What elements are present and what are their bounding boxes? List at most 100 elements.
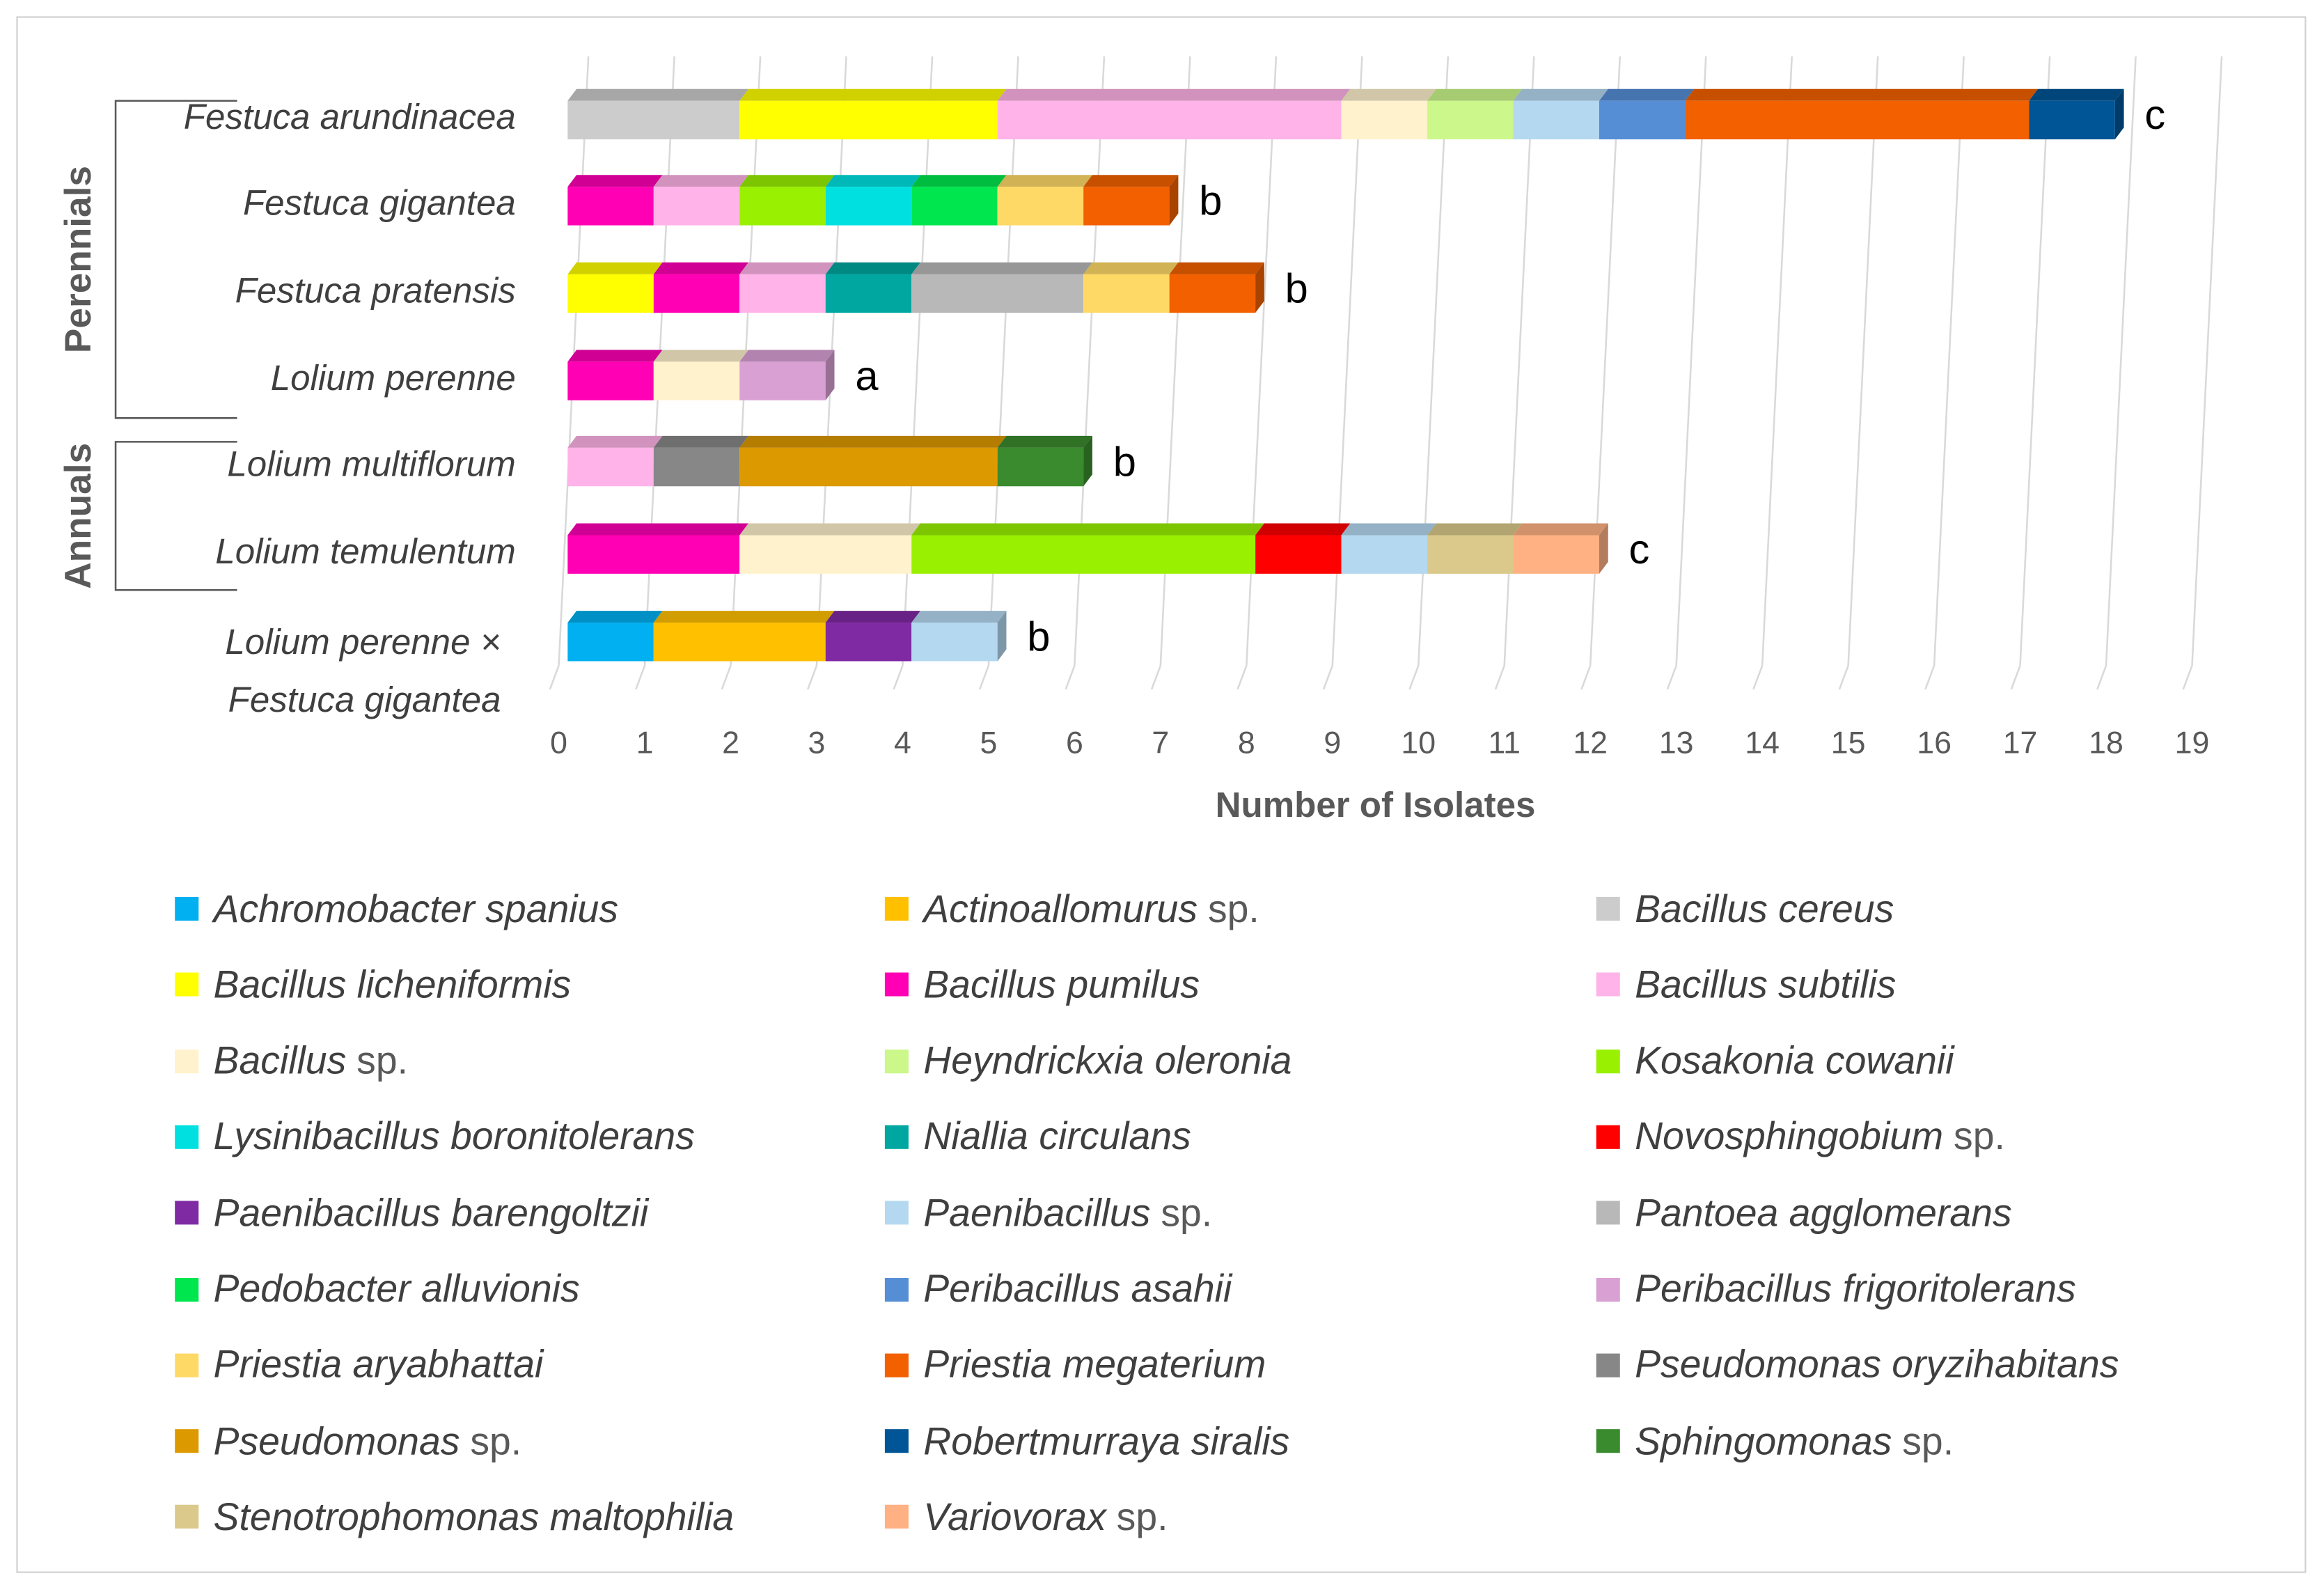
x-tick-label: 11 [1489,726,1521,760]
legend-label-suffix: sp. [1902,1418,1954,1463]
category-label: Festuca gigantea [243,183,516,223]
gridline-floor [721,665,732,690]
bar-segment [739,187,826,226]
gridline-floor [2182,665,2193,690]
x-tick-label: 12 [1573,726,1608,760]
gridline-floor [1752,665,1764,690]
bar-segment-top [1083,175,1179,187]
bar-segment [1513,535,1599,574]
gridline [2105,56,2137,666]
bar-segment-top [1513,523,1608,536]
legend-item: Bacillus pumilus [884,960,1200,1010]
significance-letter: b [1199,178,1222,224]
legend-swatch [1596,973,1620,997]
gridline [987,56,1019,666]
bar-segment-top [911,523,1264,536]
legend-item: Pseudomonas oryzihabitans [1596,1340,2119,1390]
bar-segment-top [1083,262,1179,274]
legend-swatch [1596,1201,1620,1225]
legend-item: Bacillus cereus [1596,884,1894,934]
legend-swatch [1596,1429,1620,1453]
legend-swatch [1596,1125,1620,1149]
bar-segment [653,361,740,400]
legend-label: Pseudomonas [213,1418,460,1463]
significance-letter: b [1285,265,1308,311]
gridline [2191,56,2223,666]
legend-item: Sphingomonas sp. [1596,1416,1954,1466]
legend-item: Actinoallomurus sp. [884,884,1259,934]
bar-segment-top [911,611,1007,623]
bar-segment [1341,535,1428,574]
bar-segment [567,447,654,487]
legend-item: Priestia megaterium [884,1340,1266,1390]
gridline [902,56,934,666]
gridline-floor [978,665,990,690]
legend-swatch [175,1277,199,1302]
bar-segment [653,274,740,313]
bar-segment [739,100,998,140]
gridline-floor [1150,665,1162,690]
legend-label: Paenibacillus barengoltzii [213,1189,649,1235]
gridline-floor [1666,665,1677,690]
x-tick-label: 1 [636,726,654,760]
legend-item: Variovorax sp. [884,1492,1168,1542]
group-label: Perennials [58,166,99,353]
legend-item: Bacillus licheniformis [175,960,571,1010]
bar-segment-top [653,262,749,274]
x-tick-label: 17 [2003,726,2038,760]
x-tick-label: 3 [808,726,826,760]
bar-segment [911,187,998,226]
bar-segment-top [567,88,749,101]
x-tick-label: 13 [1659,726,1694,760]
bar-end-side [1255,262,1264,313]
bar-segment [567,187,654,226]
bar-end-side [1169,175,1179,226]
bar-segment [825,274,912,313]
bar-segment [1599,100,1686,140]
bar-segment-top [997,435,1092,448]
legend-label: Peribacillus frigoritolerans [1635,1265,2076,1311]
x-tick-label: 14 [1745,726,1780,760]
legend-item: Priestia aryabhattai [175,1340,543,1390]
legend-item: Bacillus subtilis [1596,960,1896,1010]
legend-item: Paenibacillus sp. [884,1188,1212,1238]
bar-segment [1685,100,2029,140]
bar-segment [739,274,826,313]
legend-label: Niallia circulans [923,1114,1191,1159]
legend-label: Pantoea agglomerans [1635,1189,2012,1235]
gridline-floor [1408,665,1420,690]
legend-label: Bacillus [213,1038,347,1083]
gridline-floor [2096,665,2107,690]
legend-item: Kosakonia cowanii [1596,1036,1954,1086]
bar-segment-top [1599,88,1695,101]
group-label: Annuals [58,443,99,589]
legend-item: Pedobacter alluvionis [175,1264,580,1314]
gridline [2019,56,2051,666]
legend-label: Sphingomonas [1635,1418,1892,1463]
legend-swatch [884,1353,909,1378]
x-tick-label: 6 [1066,726,1083,760]
legend-item: Robertmurraya siralis [884,1416,1289,1466]
bar-segment-top [1341,88,1436,101]
x-tick-label: 4 [894,726,911,760]
bar-segment [567,535,740,574]
bar-segment [911,535,1256,574]
bar-segment [1427,535,1514,574]
legend-swatch [884,1277,909,1302]
bar-segment [825,623,912,662]
x-tick-label: 15 [1831,726,1866,760]
significance-letter: a [855,352,879,399]
bar-segment-top [997,88,1351,101]
legend-label: Novosphingobium [1635,1114,1944,1159]
x-axis-title: Number of Isolates [1216,785,1536,825]
x-tick-label: 9 [1324,726,1341,760]
gridline [1417,56,1450,666]
legend-label: Kosakonia cowanii [1635,1038,1954,1083]
legend-item: Novosphingobium sp. [1596,1111,2005,1162]
category-label: Lolium multiflorum [227,444,515,483]
x-tick-label: 7 [1152,726,1169,760]
legend-swatch [884,973,909,997]
bar-end-side [997,611,1007,662]
gridline [1331,56,1363,666]
bar-segment-top [567,262,663,274]
